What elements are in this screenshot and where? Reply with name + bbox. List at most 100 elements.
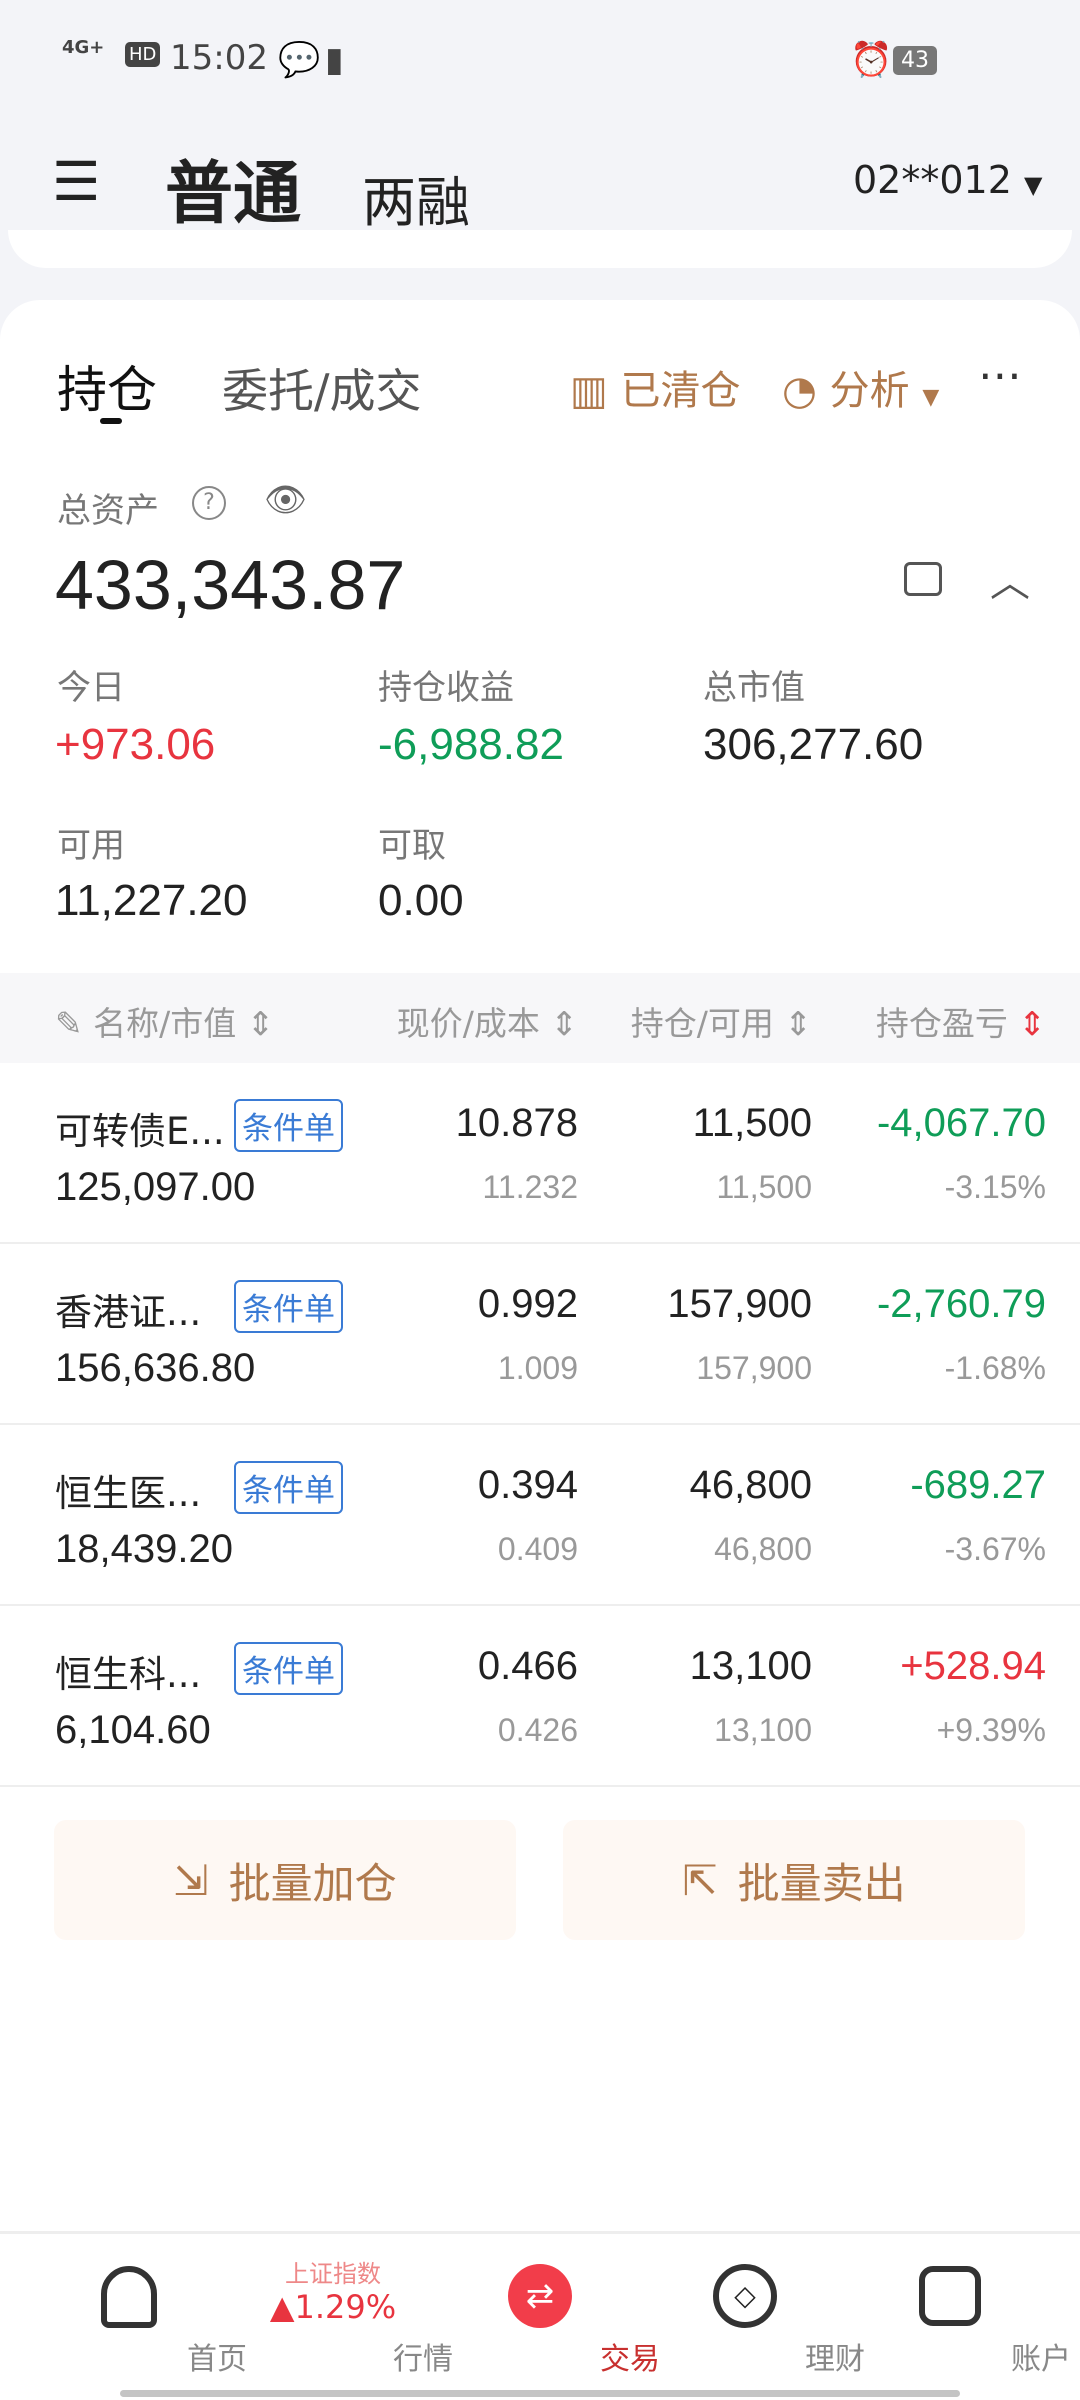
batch-buy-button[interactable]: ⇲ 批量加仓: [54, 1820, 516, 1940]
available-value: 11,227.20: [55, 876, 248, 925]
more-icon[interactable]: ⋯: [978, 350, 1022, 401]
cleared-label: 已清仓: [620, 368, 741, 414]
market-value-label: 总市值: [703, 668, 805, 708]
caret-down-icon: ▼: [922, 385, 940, 410]
nav-account-label: 账户: [1011, 2342, 1071, 2377]
tab-holdings[interactable]: 持仓: [57, 361, 157, 419]
security-name: 香港证...: [55, 1291, 202, 1334]
header-pnl: 持仓盈亏: [875, 1004, 1008, 1043]
cost-price: 0.409: [497, 1531, 578, 1567]
analysis-button[interactable]: ◔ 分析 ▼: [782, 358, 939, 416]
menu-icon[interactable]: ☰: [52, 150, 101, 213]
available-label: 可用: [57, 826, 125, 866]
index-name: 上证指数: [285, 2260, 381, 2288]
position-qty: 13,100: [689, 1644, 812, 1688]
wealth-icon: ◇: [713, 2264, 777, 2328]
position-pnl: -689.27: [910, 1463, 1046, 1507]
current-price: 10.878: [455, 1101, 578, 1145]
nav-home-label: 首页: [187, 2342, 247, 2377]
account-icon: [919, 2266, 981, 2326]
pnl-value: -6,988.82: [378, 720, 564, 769]
position-qty: 46,800: [689, 1463, 812, 1507]
analysis-label: 分析: [829, 368, 910, 414]
withdrawable-label: 可取: [378, 826, 446, 866]
cleared-button[interactable]: ▥ 已清仓: [570, 358, 741, 416]
conditional-order-tag[interactable]: 条件单: [234, 1642, 343, 1695]
available-qty: 11,500: [716, 1169, 813, 1205]
gesture-bar: [120, 2390, 960, 2397]
current-price: 0.466: [477, 1644, 578, 1688]
current-price: 0.992: [477, 1282, 578, 1326]
header: ☰ 普通 两融 02**012 ▼: [0, 130, 1080, 234]
header-qty: 持仓/可用: [630, 1004, 774, 1043]
total-assets-value: 433,343.87: [55, 546, 406, 624]
batch-sell-label: 批量卖出: [737, 1858, 906, 1908]
today-label: 今日: [57, 668, 125, 708]
cost-price: 1.009: [497, 1350, 578, 1386]
position-pnl-pct: -1.68%: [944, 1350, 1046, 1386]
table-header: ✎ 名称/市值 ⇕ 现价/成本 ⇕ 持仓/可用 ⇕ 持仓盈亏 ⇕: [0, 973, 1080, 1063]
table-row[interactable]: 可转债E... 条件单 125,097.00 10.878 11.232 11,…: [0, 1063, 1080, 1244]
index-change-value: 1.29%: [294, 2288, 397, 2326]
sort-price[interactable]: 现价/成本 ⇕: [396, 1004, 578, 1043]
top-card: [8, 230, 1072, 268]
current-price: 0.394: [477, 1463, 578, 1507]
nav-market-label: 行情: [393, 2342, 453, 2377]
withdrawable-value: 0.00: [378, 876, 464, 925]
position-pnl: -4,067.70: [876, 1101, 1046, 1145]
nav-wealth-label: 理财: [805, 2342, 865, 2377]
position-pnl-pct: +9.39%: [936, 1712, 1046, 1748]
total-assets-label: 总资产: [57, 491, 159, 531]
row-market-value: 125,097.00: [55, 1165, 256, 1209]
position-qty: 11,500: [692, 1101, 812, 1145]
cost-price: 11.232: [482, 1169, 579, 1205]
row-market-value: 6,104.60: [55, 1708, 211, 1752]
conditional-order-tag[interactable]: 条件单: [234, 1099, 343, 1152]
clock: 15:02: [170, 38, 268, 78]
eye-icon[interactable]: 👁: [264, 480, 308, 520]
batch-sell-button[interactable]: ⇱ 批量卖出: [563, 1820, 1025, 1940]
table-row[interactable]: 恒生医... 条件单 18,439.20 0.394 0.409 46,800 …: [0, 1425, 1080, 1606]
position-qty: 157,900: [667, 1282, 812, 1326]
caret-down-icon: ▼: [1023, 171, 1043, 199]
available-qty: 13,100: [714, 1712, 812, 1748]
sort-qty[interactable]: 持仓/可用 ⇕: [630, 1004, 812, 1043]
index-change: ▲1.29%: [269, 2288, 397, 2326]
bottom-nav: 首页 上证指数 ▲1.29% 行情 ⇄ 交易 ◇ 理财 账户: [0, 2231, 1080, 2400]
row-market-value: 156,636.80: [55, 1346, 256, 1390]
available-qty: 46,800: [714, 1531, 812, 1567]
collapse-icon[interactable]: ︿: [990, 560, 1030, 606]
today-value: +973.06: [55, 720, 216, 769]
account-number: 02**012: [853, 158, 1012, 202]
header-price: 现价/成本: [396, 1004, 540, 1043]
account-selector[interactable]: 02**012 ▼: [853, 158, 1042, 202]
pnl-label: 持仓收益: [378, 668, 514, 708]
security-name: 恒生医...: [55, 1472, 202, 1515]
tab-orders[interactable]: 委托/成交: [222, 364, 422, 418]
position-pnl: +528.94: [900, 1644, 1046, 1688]
signal-icon: 4G+: [62, 37, 105, 58]
book-icon: ▮: [325, 40, 344, 80]
tab-margin[interactable]: 两融: [362, 171, 470, 234]
row-market-value: 18,439.20: [55, 1527, 233, 1571]
position-pnl: -2,760.79: [876, 1282, 1046, 1326]
hd-icon: HD: [125, 42, 161, 67]
tab-normal[interactable]: 普通: [165, 155, 302, 234]
trade-icon: ⇄: [508, 2264, 572, 2328]
sort-name[interactable]: ✎ 名称/市值 ⇕: [55, 1004, 275, 1043]
layout-toggle-icon[interactable]: [904, 562, 942, 596]
table-row[interactable]: 恒生科... 条件单 6,104.60 0.466 0.426 13,100 1…: [0, 1606, 1080, 1787]
batch-buy-label: 批量加仓: [228, 1858, 397, 1908]
help-icon[interactable]: ?: [192, 486, 226, 520]
chart-icon: ▥: [570, 368, 608, 414]
status-bar: 4G+ HD 15:02 💬 ▮ ⏰ 43: [0, 38, 1080, 84]
market-value: 306,277.60: [703, 720, 924, 769]
position-pnl-pct: -3.67%: [944, 1531, 1046, 1567]
sort-pnl[interactable]: 持仓盈亏 ⇕: [875, 1004, 1046, 1043]
cost-price: 0.426: [497, 1712, 578, 1748]
table-row[interactable]: 香港证... 条件单 156,636.80 0.992 1.009 157,90…: [0, 1244, 1080, 1425]
conditional-order-tag[interactable]: 条件单: [234, 1280, 343, 1333]
security-name: 可转债E...: [55, 1110, 225, 1153]
conditional-order-tag[interactable]: 条件单: [234, 1461, 343, 1514]
position-pnl-pct: -3.15%: [944, 1169, 1046, 1205]
